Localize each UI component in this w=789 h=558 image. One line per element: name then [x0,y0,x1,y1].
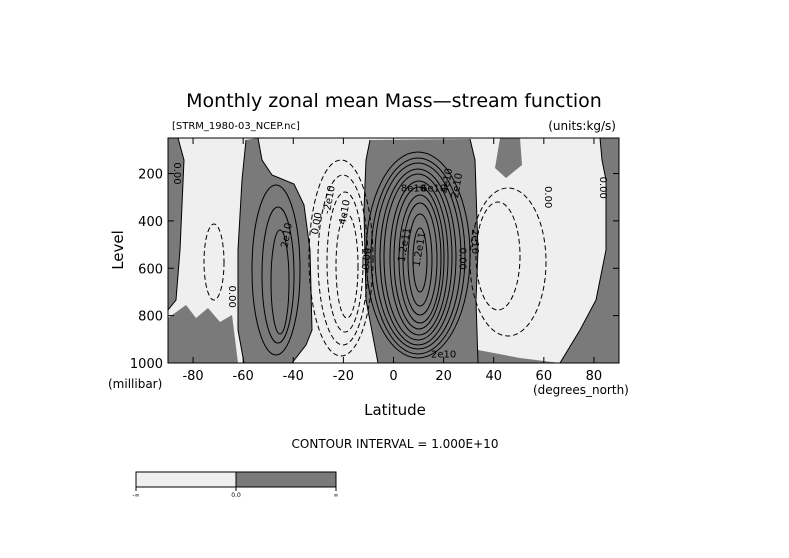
contour-ring [393,186,445,330]
contour-label: 2e10 [450,172,465,199]
zero-line [257,138,313,363]
contour-ring [407,213,433,307]
y-tick-label: 1000 [130,357,163,372]
positive-region-north-surface [478,350,560,363]
positive-region-southern-ferrel-cell [238,138,312,363]
contour-label: 0.00 [542,186,553,208]
contour-ring [203,223,225,301]
contour-ring [412,227,428,293]
plot-field [168,138,619,363]
positive-contours-southern [251,184,301,356]
negative-contours [203,159,547,357]
contour-ring [374,162,462,350]
contour-ring [326,191,364,333]
zero-line [237,139,247,363]
positive-region-north-polar [560,138,619,363]
positive-region-south-surface [168,305,238,363]
contour-label: 0.00 [457,248,468,270]
contour-ring [308,159,374,357]
x-tick-label: -40 [283,369,304,384]
colorbar: -∞ 0.0 ∞ [132,471,339,499]
contour-ring [370,157,466,355]
contour-ring [379,168,457,346]
contour-label: 0.00 [310,212,325,236]
x-tick-label: 80 [586,369,603,384]
contour-ring [261,206,295,344]
units-label: (units:kg/s) [548,119,616,133]
colorbar-label-min: -∞ [132,492,139,499]
x-tick-label: -80 [182,369,203,384]
colorbar-negative [135,471,237,488]
contour-label: 2e10 [431,350,456,361]
x-tick-label: 40 [485,369,502,384]
contour-label: 0.00 [226,286,237,308]
contour-ring [389,180,449,336]
x-tick-label: -20 [333,369,354,384]
contour-label: -2e10 [322,185,338,215]
x-axis-title: Latitude [364,401,426,419]
contour-ring [335,213,359,319]
x-tick-label: 60 [536,369,553,384]
y-tick-label: 600 [138,262,163,277]
zero-contours [168,138,607,363]
zero-line [469,138,479,363]
contour-interval-label: CONTOUR INTERVAL = 1.000E+10 [292,437,499,451]
chart-title: Monthly zonal mean Mass—stream function [186,90,602,112]
contour-label: -4e10 [337,199,353,229]
zero-line [559,138,607,363]
y-tick-label: 200 [138,168,163,183]
zero-line [363,139,379,363]
contour-ring [383,173,453,341]
zero-line [168,138,185,311]
x-tick-label: 20 [435,369,452,384]
y-units-label: (millibar) [108,377,162,391]
contour-ring [475,201,521,311]
contour-label: 2e10 [280,222,295,249]
contour-label: -2e10 [469,225,480,254]
positive-region-south-polar [168,138,184,310]
positive-contours-tropical [365,151,471,359]
source-file-label: [STRM_1980-03_NCEP.nc] [172,121,300,132]
contour-label: 0.00 [171,162,182,184]
contour-label: 4e10 [440,168,455,195]
contour-ring [317,174,369,346]
colorbar-label-zero: 0.0 [231,492,241,499]
y-tick-label: 800 [138,310,163,325]
x-tick-label: -60 [233,369,254,384]
contour-ring [270,229,290,335]
contour-label: 6e10 [421,184,446,195]
contour-ring [398,194,442,324]
contour-ring [402,202,438,316]
positive-region-mid-north [495,138,522,178]
contour-ring [469,187,547,337]
colorbar-positive [235,471,337,488]
x-units-label: (degrees_north) [533,383,629,397]
contour-label: 0.00 [597,177,608,199]
x-tick-label: 0 [389,369,397,384]
colorbar-label-max: ∞ [334,492,339,499]
x-axis: -80 -60 -40 -20 0 20 40 60 80 [182,138,602,384]
y-axis-title: Level [109,230,127,270]
y-axis: 200 400 600 800 1000 [130,168,619,372]
contour-ring [251,184,301,356]
y-tick-label: 400 [138,215,163,230]
contour-label: 0.00 [361,247,374,270]
contour-label: 8e10 [401,184,426,195]
